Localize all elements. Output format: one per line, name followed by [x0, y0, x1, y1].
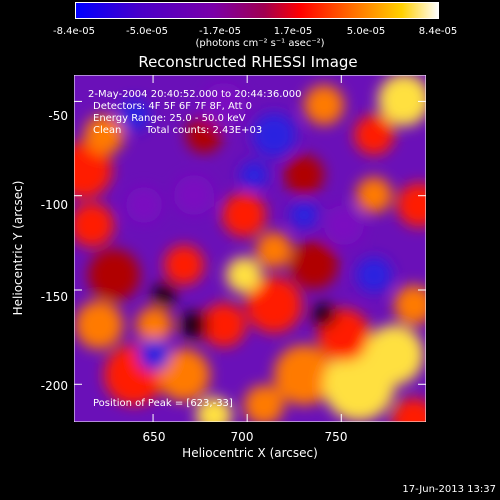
heatmap-blob [252, 113, 296, 157]
heatmap-plot [74, 75, 426, 422]
y-tick-label: -200 [40, 379, 68, 393]
heatmap-blob [202, 303, 246, 347]
x-tick-label: 650 [142, 430, 166, 444]
heatmap-blob [378, 75, 426, 126]
y-tick-label: -100 [40, 198, 68, 212]
heatmap-blob [196, 397, 232, 422]
y-tick-label: -150 [40, 290, 68, 304]
total-counts-annotation: Total counts: 2.43E+03 [146, 125, 263, 136]
heatmap-blob [118, 99, 150, 131]
heatmap-blob [88, 249, 140, 301]
heatmap-blob [312, 303, 336, 327]
heatmap-blob [180, 311, 208, 339]
algorithm-annotation: Clean [93, 125, 122, 136]
heatmap-blob [174, 175, 214, 215]
heatmap-blob [246, 277, 302, 333]
time-range-annotation: 2-May-2004 20:40:52.000 to 20:44:36.000 [88, 89, 302, 100]
peak-position-annotation: Position of Peak = [623,-33] [93, 398, 233, 409]
heatmap-blob [158, 349, 210, 401]
colorbar-tick: 8.4e-05 [418, 26, 458, 37]
heatmap-blob [394, 285, 426, 325]
y-tick-label: -50 [48, 109, 68, 123]
heatmap-blob [324, 205, 364, 245]
heatmap-blob [256, 232, 292, 268]
heatmap-blob [138, 339, 170, 371]
heatmap-blob [356, 257, 392, 293]
x-tick-label: 750 [324, 430, 348, 444]
colorbar-tick: 1.7e-05 [273, 26, 313, 37]
heatmap-blob [202, 83, 246, 127]
heatmap-blob [152, 283, 176, 307]
heatmap-blob [164, 245, 204, 285]
colorbar-unit-label: (photons cm⁻² s⁻¹ asec⁻²) [195, 38, 325, 49]
heatmap-blob [274, 345, 334, 405]
y-axis-label: Heliocentric Y (arcsec) [11, 180, 25, 316]
heatmap-blob [284, 155, 324, 195]
heatmap-blob [126, 187, 162, 223]
heatmap-blob [290, 241, 338, 289]
energy-range-annotation: Energy Range: 25.0 - 50.0 keV [93, 113, 246, 124]
detectors-annotation: Detectors: 4F 5F 6F 7F 8F, Att 0 [93, 101, 253, 112]
colorbar-tick: -1.7e-05 [199, 26, 241, 37]
x-axis-label: Heliocentric X (arcsec) [182, 446, 318, 460]
colorbar-tick: 5.0e-05 [346, 26, 386, 37]
heatmap-blob [304, 85, 344, 125]
heatmap-blob [392, 398, 426, 422]
heatmap-blob [290, 201, 318, 229]
x-tick-label: 700 [230, 430, 254, 444]
heatmap-blob [226, 257, 262, 293]
chart-title: Reconstructed RHESSI Image [138, 53, 358, 71]
colorbar [75, 2, 439, 19]
heatmap-blob [186, 117, 222, 153]
footer-timestamp: 17-Jun-2013 13:37 [402, 484, 496, 495]
heatmap-blob [75, 301, 123, 349]
heatmap-blob [84, 115, 124, 155]
heatmap-blob [354, 115, 394, 155]
heatmap-blob [136, 307, 172, 343]
heatmap-blob [397, 183, 426, 227]
heatmap-blob [356, 177, 392, 213]
heatmap-blob [74, 142, 112, 198]
heatmap-blob [74, 203, 114, 247]
colorbar-tick: -5.0e-05 [126, 26, 168, 37]
heatmap-blob [364, 325, 424, 385]
heatmap-blob [244, 385, 284, 422]
heatmap-blob [240, 161, 268, 189]
colorbar-tick: -8.4e-05 [53, 26, 95, 37]
heatmap-blob [222, 193, 266, 237]
